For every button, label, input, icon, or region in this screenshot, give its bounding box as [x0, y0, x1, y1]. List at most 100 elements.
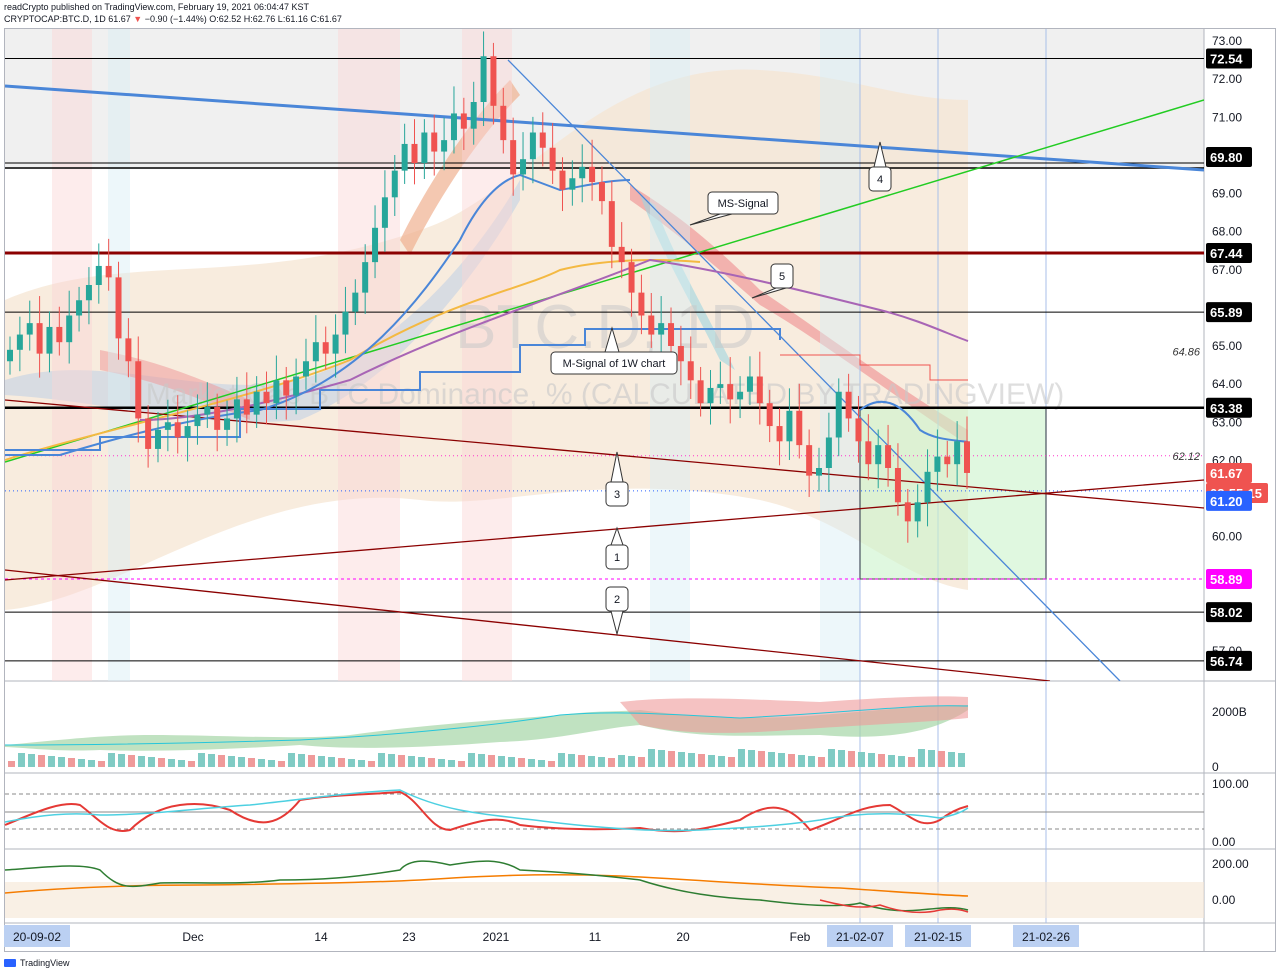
anno-1: 1 [614, 552, 620, 564]
bottom-tick: 0.00 [1212, 893, 1236, 907]
volume-bar [358, 760, 365, 767]
volume-bar [148, 757, 155, 767]
volume-tick: 2000B [1212, 705, 1247, 719]
volume-bar [408, 756, 415, 767]
volume-bar [238, 757, 245, 767]
volume-bar [788, 754, 795, 767]
candle-body [56, 326, 63, 343]
volume-bar [138, 756, 145, 767]
candle-body [450, 113, 457, 141]
volume-bar [798, 755, 805, 767]
volume-bar [818, 757, 825, 767]
time-label: 14 [314, 930, 328, 944]
price-label: 63.38 [1210, 401, 1243, 416]
candle-body [539, 132, 546, 148]
price-tick: 67.00 [1212, 263, 1242, 277]
time-axis[interactable]: 20-09-02 Dec 14 23 2021 11 20 Feb 21-02-07 21-02-… [4, 925, 1079, 947]
green-uptrend-line [5, 99, 1204, 463]
candle-body [76, 300, 83, 316]
volume-bar [278, 761, 285, 767]
candle-body [194, 414, 201, 427]
ohlc-values: O:62.52 H:62.76 L:61.16 C:61.67 [209, 14, 342, 24]
highlight-box[interactable] [859, 407, 1047, 580]
volume-bar [688, 753, 695, 767]
candle-body [263, 391, 270, 404]
anno-5-group: 5 [751, 263, 794, 299]
volume-bar [458, 761, 465, 767]
price-label-bg [1206, 490, 1252, 511]
volume-bar [898, 756, 905, 767]
trendline-1 [5, 479, 1204, 581]
candle-body [569, 178, 576, 190]
candle-body [894, 468, 901, 503]
candle-body [362, 262, 369, 293]
anno-4: 4 [877, 174, 883, 186]
anno-2-group: 2 [605, 586, 629, 636]
candle-body [302, 361, 309, 377]
candle-body [737, 391, 744, 400]
bottom-tick: 200.00 [1212, 857, 1249, 871]
highlight-stripe [338, 29, 400, 681]
volume-bar [868, 753, 875, 767]
price-label: 58.89 [1210, 572, 1243, 587]
volume-bar [858, 752, 865, 767]
candle-body [372, 227, 379, 263]
volume-bar [548, 761, 555, 767]
price-tick: 63.00 [1212, 415, 1242, 429]
volume-bar [698, 754, 705, 767]
volume-bar [728, 757, 735, 767]
candle-body [717, 384, 724, 388]
price-label-bg [1206, 397, 1252, 418]
volume-bar [558, 753, 565, 767]
volume-bar [498, 756, 505, 767]
chart-frame[interactable] [4, 28, 1276, 952]
bottom-red-line [819, 899, 969, 914]
volume-bar [678, 752, 685, 767]
candle-body [885, 445, 892, 468]
volume-bar [608, 758, 615, 767]
candle-body [855, 418, 862, 442]
stoch-tick: 0.00 [1212, 835, 1236, 849]
anno-4-box [868, 166, 892, 192]
candle-body [865, 441, 872, 465]
volume-bar [48, 756, 55, 767]
candle-body [145, 418, 152, 449]
candle-body [500, 105, 507, 141]
price-label-bg [1206, 462, 1252, 483]
candle-body [697, 380, 704, 404]
candle-body [796, 410, 803, 446]
candle-body [559, 170, 566, 190]
volume-bar [878, 754, 885, 767]
stoch-tick: 100.00 [1212, 777, 1249, 791]
candles [7, 31, 970, 543]
candle-body [875, 445, 882, 465]
volume-bar [178, 760, 185, 767]
volume-bar [748, 750, 755, 767]
candle-body [520, 159, 527, 175]
candle-body [668, 323, 675, 346]
price-label-bg [1206, 48, 1252, 69]
inline-value-62-12: 62.12 [1172, 451, 1200, 463]
time-label: 11 [589, 930, 602, 944]
candle-body [964, 441, 970, 473]
candle-body [727, 384, 734, 400]
candle-body [204, 407, 211, 415]
anno-5-box [770, 263, 794, 289]
volume-bar [738, 749, 745, 767]
price-label: 58.02 [1210, 605, 1243, 620]
volume-bar [328, 757, 335, 767]
price-label-bg [1206, 650, 1252, 671]
price-axis[interactable]: 73.0072.0071.0070.0069.0068.0067.0066.00… [1212, 34, 1242, 658]
last-price: 61.67 [108, 14, 131, 24]
candle-body [835, 391, 842, 438]
volume-bar [578, 755, 585, 767]
candle-body [786, 410, 793, 442]
candle-body [766, 403, 773, 427]
candle-body [816, 468, 823, 476]
candle-body [125, 338, 132, 362]
candle-body [381, 197, 388, 228]
candle-body [746, 376, 753, 392]
volume-bar [388, 754, 395, 767]
volume-bar [168, 759, 175, 767]
